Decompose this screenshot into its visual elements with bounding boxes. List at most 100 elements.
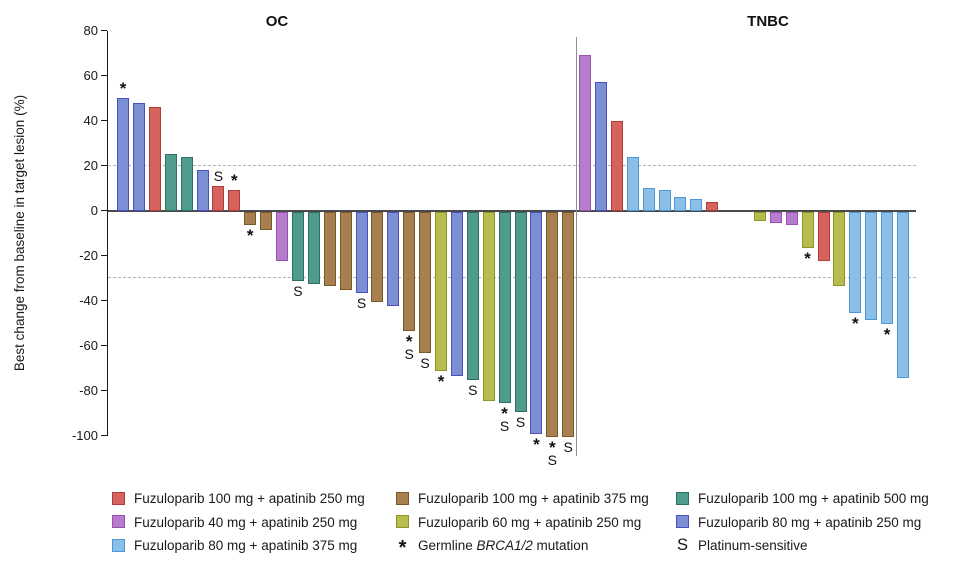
- bar-oc-22: [450, 211, 463, 376]
- legend-item: Fuzuloparib 60 mg + apatinib 250 mg: [396, 515, 641, 530]
- bar-tnbc-5: [642, 188, 655, 211]
- legend-item: Fuzuloparib 80 mg + apatinib 250 mg: [676, 515, 921, 530]
- bar-oc-17: [371, 211, 384, 302]
- bar-oc-20: [419, 211, 432, 354]
- group-divider: [576, 37, 578, 456]
- group-title-oc: OC: [265, 13, 289, 30]
- legend-swatch-brown: [396, 491, 409, 505]
- bar-tnbc-4: [626, 156, 639, 211]
- mark-platinum-sensitive: S: [213, 167, 224, 184]
- bar-tnbc-9: [706, 201, 719, 211]
- y-axis: [106, 30, 108, 436]
- bar-oc-6: [196, 170, 209, 211]
- mark-gbrca-mutation: *: [804, 248, 811, 268]
- y-tick-mark: [101, 389, 107, 392]
- mark-gbrca-mutation: *: [437, 372, 445, 392]
- bar-oc-23: [466, 211, 479, 381]
- mark-gbrca-mutation: *: [246, 226, 254, 245]
- mark-platinum-sensitive: S: [499, 417, 510, 434]
- legend-swatch-lblue: [112, 538, 125, 552]
- y-tick-mark: [101, 209, 107, 212]
- legend-item: Fuzuloparib 40 mg + apatinib 250 mg: [112, 515, 357, 530]
- legend-item-label: Fuzuloparib 40 mg + apatinib 250 mg: [134, 514, 358, 530]
- bar-oc-21: [435, 211, 447, 372]
- mark-gbrca-mutation: *: [405, 331, 413, 351]
- mark-gbrca-mutation: *: [230, 171, 238, 191]
- bar-tnbc-21: [897, 211, 909, 378]
- y-tick-label: 0: [90, 203, 98, 218]
- mark-platinum-sensitive: S: [404, 345, 414, 362]
- bar-oc-16: [355, 211, 368, 293]
- legend-item-label: Fuzuloparib 100 mg + apatinib 500 mg: [698, 491, 929, 506]
- bar-tnbc-20: [881, 211, 894, 324]
- bar-oc-7: [212, 185, 225, 211]
- y-tick-label: 80: [83, 23, 98, 38]
- mark-platinum-sensitive: S: [547, 451, 557, 468]
- zero-baseline: [108, 209, 916, 212]
- bar-oc-3: [148, 107, 161, 211]
- legend-swatch-olive: [396, 515, 409, 529]
- legend-item: Fuzuloparib 100 mg + apatinib 500 mg: [676, 491, 929, 506]
- bar-oc-25: [498, 211, 511, 403]
- bar-tnbc-8: [690, 199, 703, 211]
- legend-item-label: Fuzuloparib 100 mg + apatinib 250 mg: [134, 491, 365, 506]
- bar-tnbc-18: [849, 211, 862, 313]
- legend-label-part: Germline: [418, 538, 477, 554]
- y-tick-mark: [101, 119, 107, 122]
- reference-line--30: [108, 277, 916, 279]
- bar-tnbc-7: [674, 197, 687, 211]
- bar-oc-13: [307, 211, 320, 284]
- legend-item-label: Fuzuloparib 60 mg + apatinib 250 mg: [418, 514, 642, 530]
- bar-oc-9: [244, 211, 257, 225]
- legend-swatch-royal: [676, 515, 689, 529]
- legend-item: S Platinum-sensitive: [676, 537, 808, 554]
- y-tick-label: -40: [79, 293, 98, 308]
- bar-tnbc-15: [801, 211, 814, 248]
- mark-gbrca-mutation: *: [548, 437, 556, 457]
- legend-item-label: Fuzuloparib 100 mg + apatinib 375 mg: [418, 491, 649, 506]
- mark-platinum-sensitive: S: [293, 283, 303, 300]
- bar-oc-14: [323, 211, 336, 286]
- mark-platinum-sensitive: S: [515, 413, 526, 430]
- mark-platinum-sensitive: S: [420, 355, 430, 372]
- mark-gbrca-mutation: *: [851, 313, 859, 333]
- legend-label-part: BRCA1/2: [476, 538, 533, 554]
- bar-tnbc-14: [785, 211, 798, 225]
- y-tick-mark: [101, 74, 107, 77]
- bar-tnbc-16: [817, 211, 830, 261]
- bar-oc-4: [164, 154, 177, 211]
- legend-item: * Germline BRCA1/2 mutation: [396, 538, 589, 558]
- reference-line-20: [108, 164, 916, 166]
- legend-swatch-red: [112, 491, 125, 505]
- bar-tnbc-2: [594, 82, 607, 211]
- y-tick-label: 20: [83, 158, 98, 173]
- legend-label-part: mutation: [532, 538, 589, 554]
- group-title-tnbc: TNBC: [747, 13, 789, 30]
- legend-item-label: Fuzuloparib 80 mg + apatinib 375 mg: [134, 538, 358, 554]
- legend-swatch-teal: [676, 491, 689, 505]
- legend-item-label: Fuzuloparib 80 mg + apatinib 250 mg: [698, 514, 922, 530]
- y-axis-title: Best change from baseline in target lesi…: [12, 94, 27, 372]
- bar-oc-1: [117, 98, 129, 211]
- y-tick-mark: [101, 299, 107, 302]
- y-tick-label: -80: [79, 383, 98, 398]
- y-tick-mark: [101, 29, 107, 32]
- legend-item: Fuzuloparib 100 mg + apatinib 375 mg: [396, 491, 649, 506]
- bar-oc-11: [276, 211, 288, 261]
- bar-tnbc-1: [579, 55, 591, 211]
- bar-oc-2: [132, 102, 145, 211]
- mark-gbrca-mutation: *: [883, 325, 891, 344]
- mark-platinum-sensitive: S: [468, 382, 478, 399]
- bar-tnbc-12: [753, 211, 766, 221]
- bar-oc-26: [514, 211, 527, 412]
- y-tick-mark: [101, 344, 107, 347]
- bar-tnbc-3: [610, 120, 623, 211]
- legend-item-label: Platinum-sensitive: [698, 538, 808, 554]
- bar-oc-28: [546, 211, 559, 437]
- bar-oc-19: [403, 211, 416, 331]
- bar-oc-5: [180, 156, 193, 211]
- mark-platinum-sensitive: S: [563, 438, 573, 455]
- bar-tnbc-13: [769, 211, 782, 223]
- y-tick-mark: [101, 434, 107, 437]
